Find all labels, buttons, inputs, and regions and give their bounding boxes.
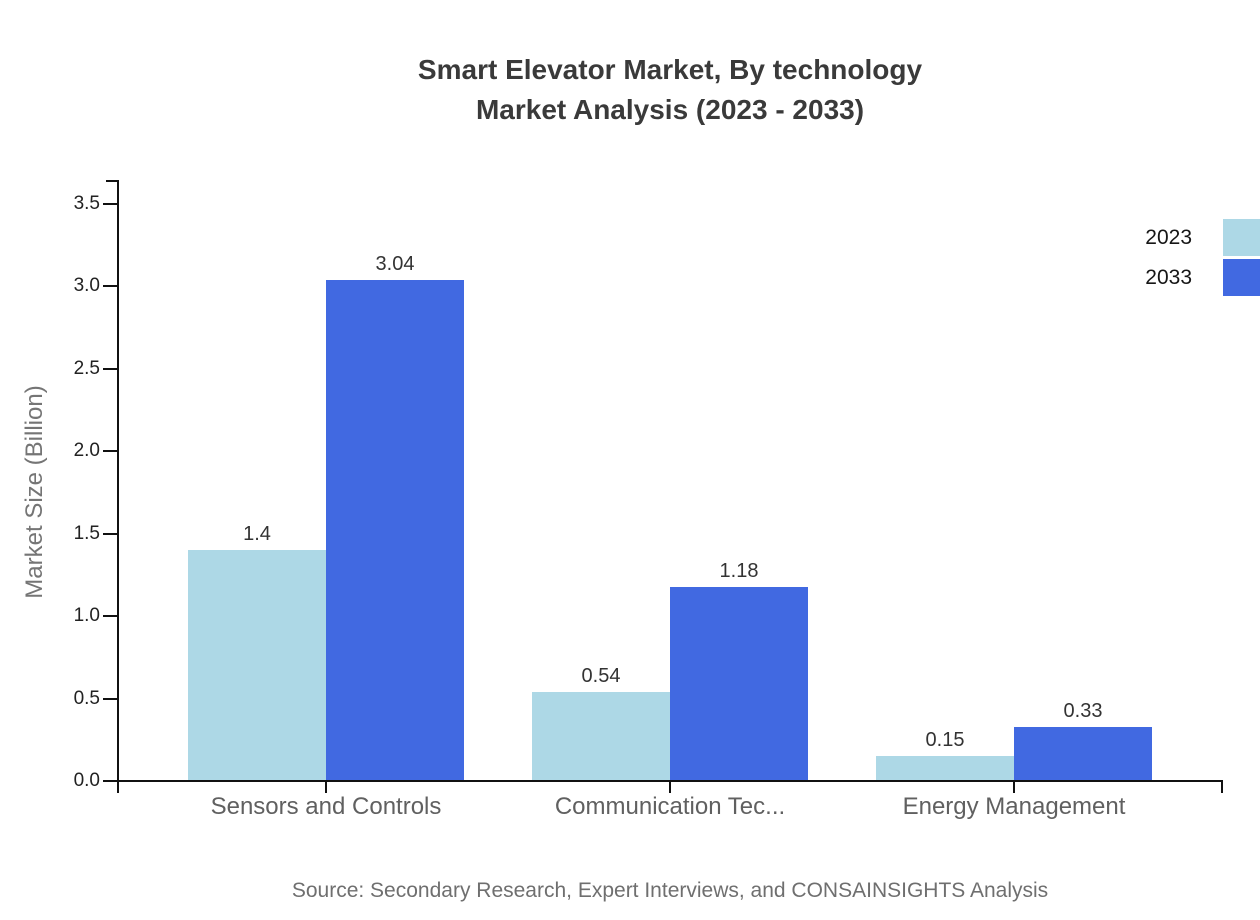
y-tick-label: 2.5 [73, 357, 100, 379]
bar-2033-communication-tec [670, 586, 808, 781]
value-label-2023-communication-tec: 0.54 [581, 665, 621, 687]
bar-2023-communication-tec [532, 692, 670, 781]
x-tick-mark [669, 781, 671, 793]
chart-title-line2: Market Analysis (2023 - 2033) [475, 94, 865, 125]
chart-title: Smart Elevator Market, By technology Mar… [80, 50, 1260, 130]
x-tick-mark [1013, 781, 1015, 793]
legend-label-2033: 2033 [1145, 266, 1192, 289]
y-axis-line [117, 180, 119, 793]
y-tick-label: 1.5 [73, 522, 100, 544]
x-category-label-sensors-and-controls: Sensors and Controls [210, 793, 442, 820]
chart-title-line1: Smart Elevator Market, By technology [417, 54, 923, 85]
y-tick-label: 0.0 [73, 770, 100, 791]
y-tick-mark [103, 615, 118, 618]
y-tick-mark [103, 285, 118, 288]
x-axis-right-cap [1221, 780, 1223, 793]
x-category-label-communication-tec: Communication Tec... [554, 793, 786, 820]
y-axis-top-cap [106, 180, 119, 182]
y-tick-mark [103, 780, 118, 782]
legend-swatch-2023 [1223, 219, 1260, 256]
y-tick-mark [103, 450, 118, 453]
y-tick-label: 3.5 [73, 193, 100, 214]
source-note: Source: Secondary Research, Expert Inter… [291, 879, 1049, 902]
legend-swatch-2033 [1223, 259, 1260, 296]
bar-2023-sensors-and-controls [188, 550, 326, 781]
bar-2023-energy-management [876, 756, 1014, 781]
value-label-2033-energy-management: 0.33 [1063, 699, 1103, 722]
value-label-2033-sensors-and-controls: 3.04 [375, 252, 415, 275]
y-tick-label: 2.0 [73, 440, 100, 462]
legend-label-2023: 2023 [1145, 226, 1192, 249]
value-label-2023-energy-management: 0.15 [925, 729, 965, 752]
value-label-2033-communication-tec: 1.18 [719, 559, 759, 582]
x-tick-mark [325, 781, 327, 793]
plot-area: 1.4 3.04 0.54 1.18 0.15 0.33 [118, 204, 1222, 781]
bar-2033-energy-management [1014, 726, 1152, 781]
y-tick-mark [103, 203, 118, 205]
bar-2033-sensors-and-controls [326, 279, 464, 781]
y-tick-label: 3.0 [73, 275, 100, 297]
y-tick-label: 0.5 [73, 687, 100, 709]
y-tick-mark [103, 532, 118, 535]
y-tick-label: 1.0 [73, 605, 100, 627]
y-axis-title: Market Size (Billion) [21, 385, 48, 599]
x-category-label-energy-management: Energy Management [902, 793, 1126, 820]
value-label-2023-sensors-and-controls: 1.4 [243, 523, 271, 546]
y-tick-mark [103, 367, 118, 370]
y-tick-mark [103, 697, 118, 700]
